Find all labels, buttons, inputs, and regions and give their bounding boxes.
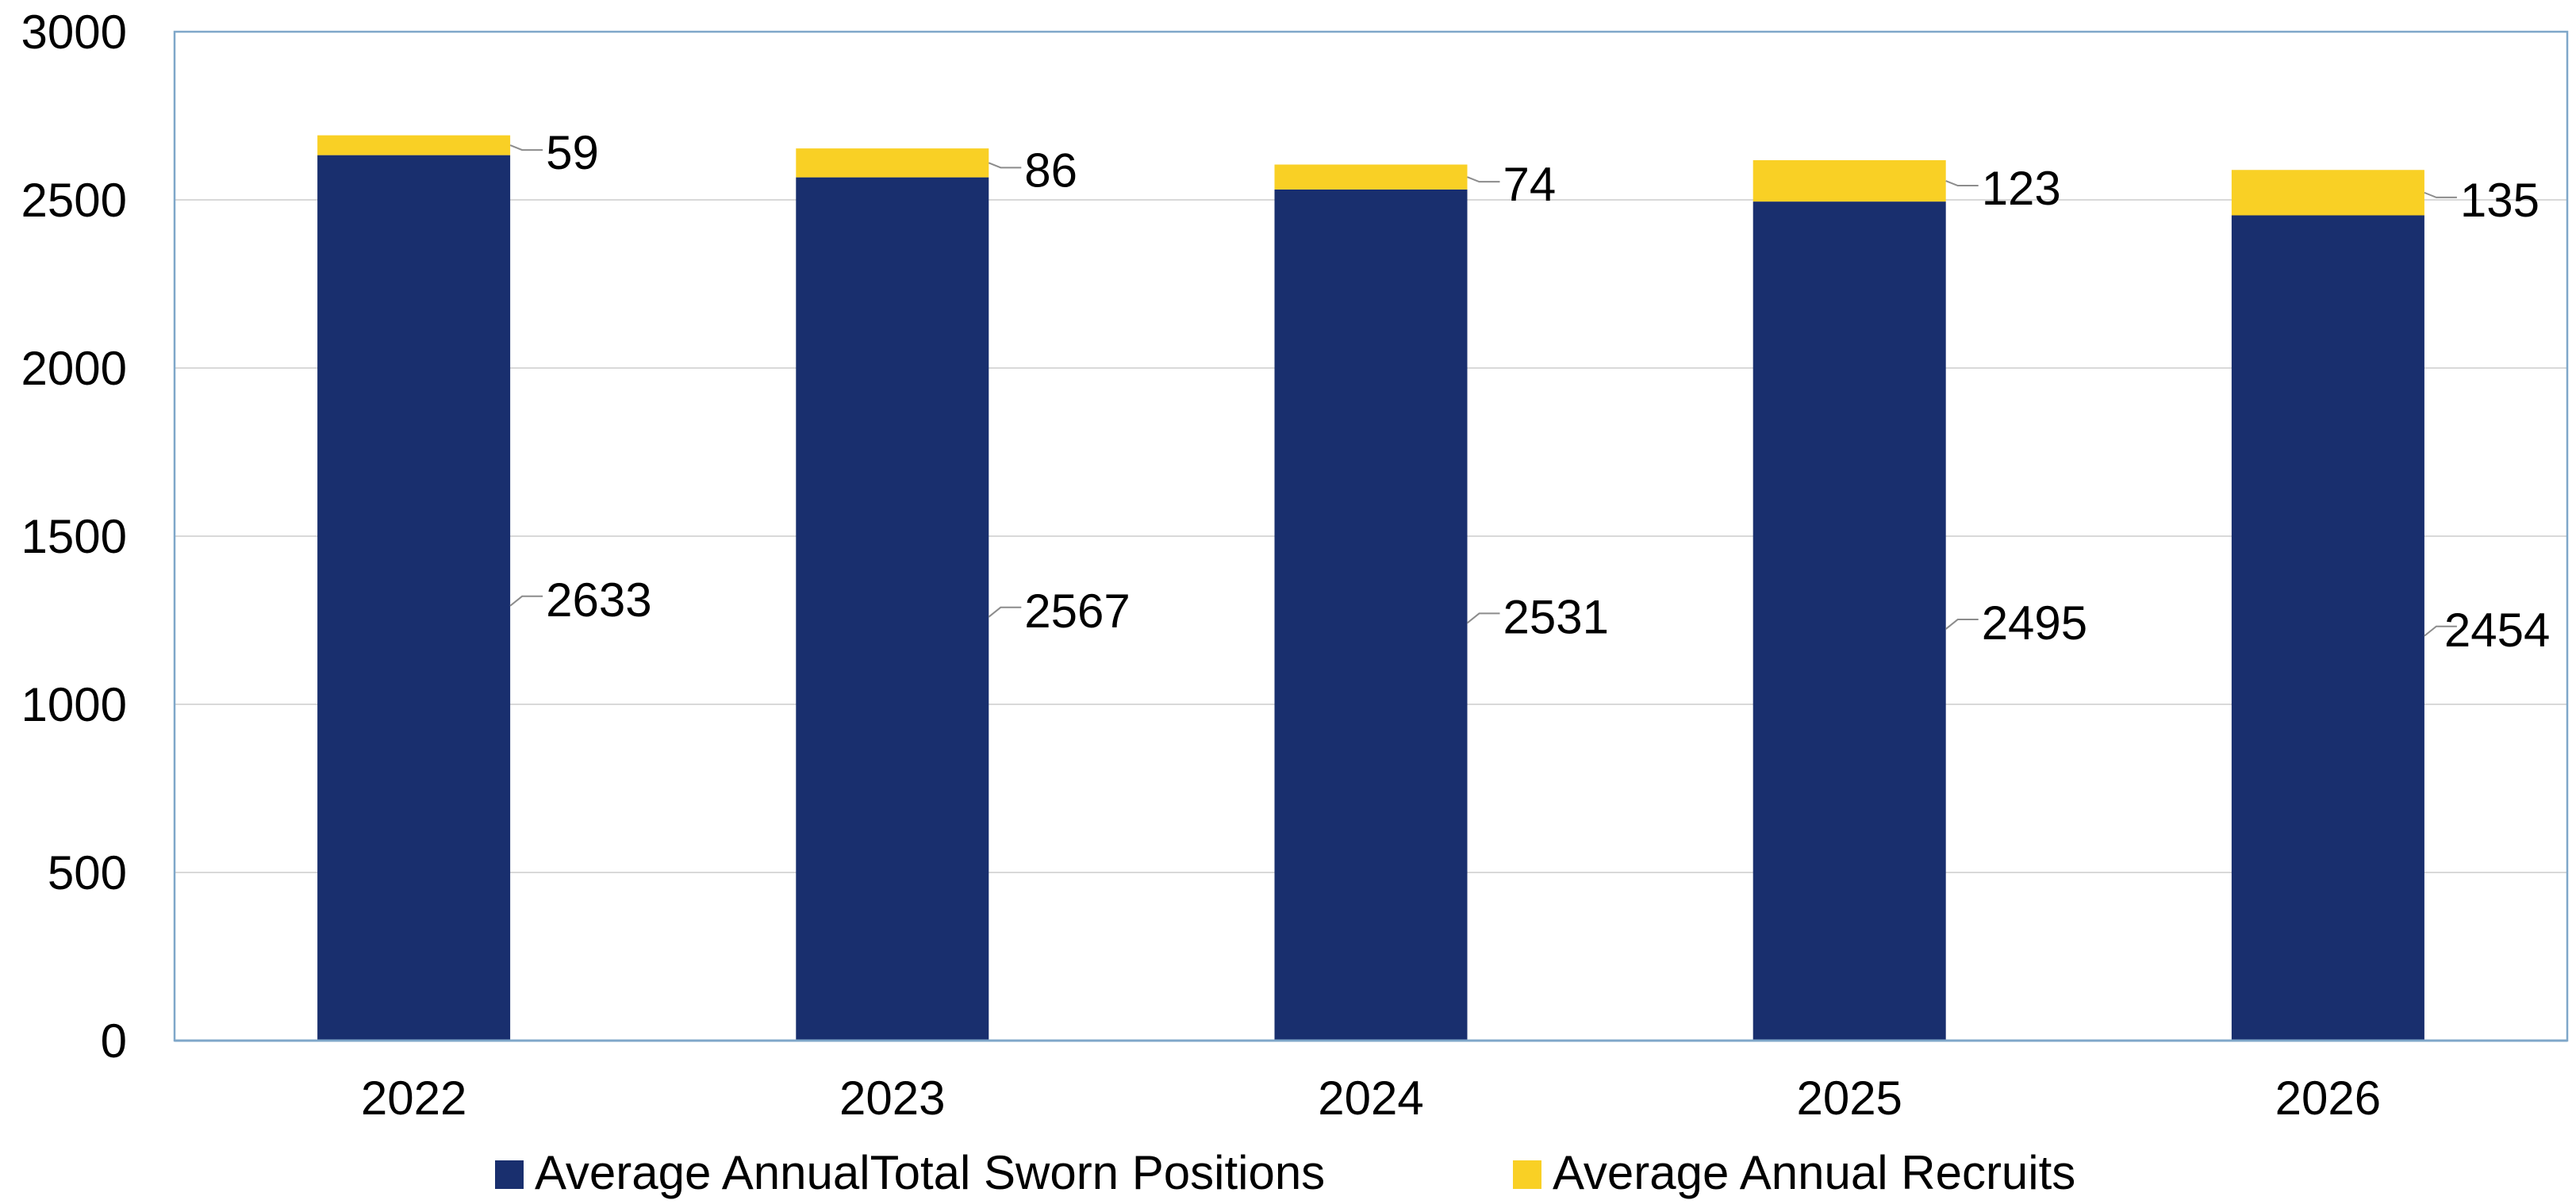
leader-line-recruits-2022 [509,144,543,151]
data-label-sworn-2026: 2454 [2444,604,2550,657]
data-label-sworn-2024: 2531 [1503,590,1609,643]
bar-sworn-positions-2026 [2231,215,2424,1041]
bar-sworn-positions-2024 [1274,189,1468,1041]
bar-recruits-2025 [1753,159,1946,202]
leader-line-recruits-2023 [988,162,1022,169]
leader-line-recruits-2026 [2424,191,2457,198]
y-tick-label-2000: 2000 [21,342,127,395]
legend-label-recruits: Average Annual Recruits [1553,1146,2075,1199]
legend: Average AnnualTotal Sworn Positions Avera… [495,1146,2075,1199]
legend-swatch-sworn-positions [495,1160,524,1189]
y-tick-label-0: 0 [101,1014,127,1068]
leader-line-sworn-2022 [509,595,543,607]
x-tick-label-2025: 2025 [1796,1072,1902,1125]
bar-sworn-positions-2023 [796,177,989,1041]
data-label-recruits-2023: 86 [1024,144,1077,197]
x-tick-label-2024: 2024 [1318,1072,1423,1125]
axes-layer: 0 500 1000 1500 2000 2500 3000 2022 2023 2024 2025… [21,6,2569,1125]
x-tick-label-2022: 2022 [361,1072,466,1125]
bar-recruits-2026 [2231,170,2424,216]
bar-sworn-positions-2025 [1753,201,1946,1041]
data-label-recruits-2026: 135 [2460,174,2540,227]
leader-line-sworn-2023 [988,606,1022,618]
bars-layer [317,135,2424,1041]
leader-line-sworn-2024 [1466,612,1500,624]
data-label-sworn-2023: 2567 [1024,585,1130,638]
leader-line-recruits-2024 [1467,176,1500,183]
bar-sworn-positions-2022 [317,155,511,1041]
data-label-recruits-2025: 123 [1982,162,2061,215]
leader-line-recruits-2025 [1945,180,1979,187]
leader-line-sworn-2026 [2424,625,2457,637]
data-labels-layer: 2633 59 2567 86 2531 74 2495 123 2454 135 [509,126,2550,657]
y-tick-label-1500: 1500 [21,510,127,563]
data-label-recruits-2024: 74 [1503,158,1557,211]
data-label-sworn-2022: 2633 [546,573,651,627]
x-tick-label-2023: 2023 [839,1072,945,1125]
bar-recruits-2023 [796,148,989,178]
y-tick-label-2500: 2500 [21,174,127,227]
legend-swatch-recruits [1513,1160,1541,1189]
y-tick-label-3000: 3000 [21,6,127,59]
x-tick-label-2026: 2026 [2275,1072,2381,1125]
bar-recruits-2024 [1274,164,1468,190]
y-tick-label-1000: 1000 [21,678,127,731]
data-label-recruits-2022: 59 [546,126,599,179]
legend-label-sworn-positions: Average AnnualTotal Sworn Positions [535,1146,1325,1199]
bar-recruits-2022 [317,135,511,155]
data-label-sworn-2025: 2495 [1982,596,2087,650]
leader-line-sworn-2025 [1945,619,1979,630]
y-tick-label-500: 500 [48,846,127,899]
